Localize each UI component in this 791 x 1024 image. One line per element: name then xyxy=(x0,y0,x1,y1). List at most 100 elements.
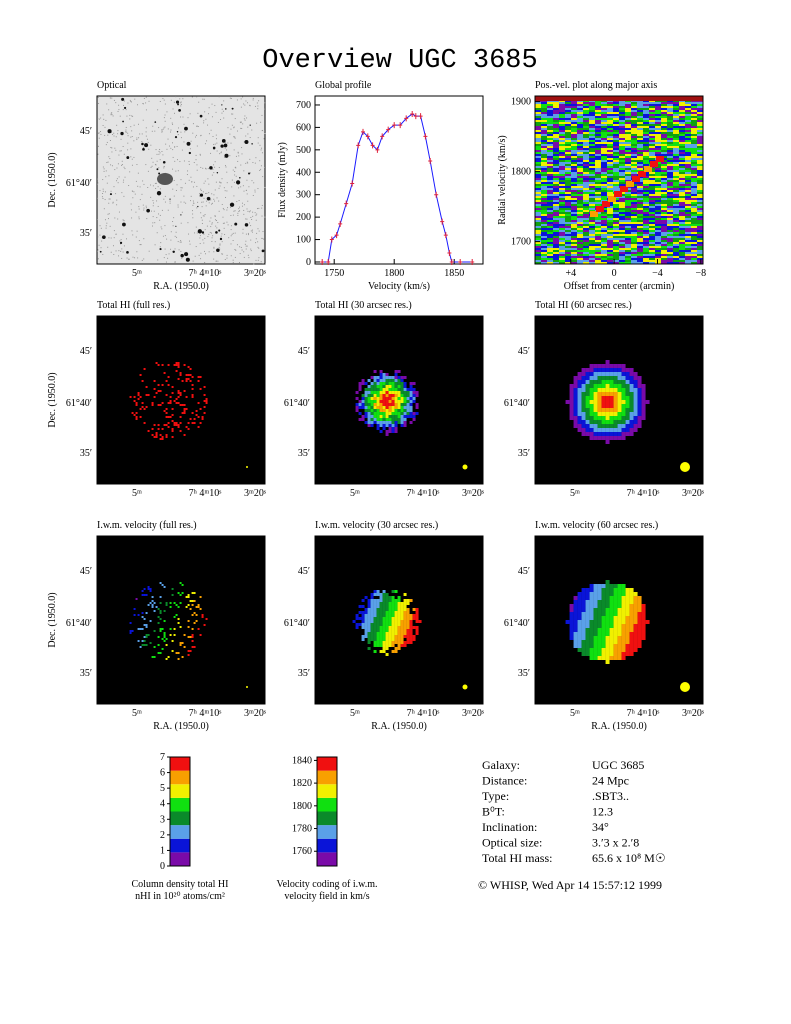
pv-cell xyxy=(673,128,679,130)
pixel xyxy=(177,392,180,394)
pixel xyxy=(373,599,377,602)
pv-cell xyxy=(691,258,697,260)
pv-cell xyxy=(559,120,565,122)
noise xyxy=(150,196,152,198)
pv-cell xyxy=(661,166,667,168)
noise xyxy=(126,257,128,259)
pv-cell xyxy=(661,150,667,152)
pv-cell xyxy=(547,182,553,184)
pv-cell xyxy=(643,124,649,126)
noise xyxy=(104,219,106,221)
pixel xyxy=(370,611,374,614)
pv-cell xyxy=(583,146,589,148)
pixel xyxy=(625,388,630,392)
pv-cell xyxy=(541,246,547,248)
pixel xyxy=(189,374,192,376)
pixel xyxy=(625,396,630,400)
noise xyxy=(145,96,147,98)
star xyxy=(239,177,241,179)
profile-point xyxy=(375,146,380,153)
pv-cell xyxy=(589,132,595,134)
pixel xyxy=(135,412,138,414)
noise xyxy=(211,103,213,105)
pv-cell xyxy=(637,220,643,222)
pixel xyxy=(133,608,136,610)
noise xyxy=(264,262,266,264)
pv-cell xyxy=(541,214,547,216)
pv-cell xyxy=(553,178,559,180)
pv-cell xyxy=(631,212,637,214)
pv-cell xyxy=(625,218,631,220)
noise xyxy=(244,119,246,121)
pv-cell xyxy=(601,170,607,172)
noise xyxy=(252,194,254,196)
pv-cell xyxy=(643,118,649,120)
pv-cell xyxy=(643,148,649,150)
star xyxy=(236,181,239,184)
profile-point xyxy=(447,250,452,257)
pv-cell xyxy=(565,240,571,242)
pv-cell xyxy=(577,140,583,142)
pv-cell xyxy=(577,176,583,178)
pv-cell xyxy=(619,242,625,244)
pixel xyxy=(382,611,386,614)
pv-cell xyxy=(685,172,691,174)
noise xyxy=(115,233,117,235)
pv-cell xyxy=(673,136,679,138)
pv-cell xyxy=(691,134,697,136)
pv-cell xyxy=(547,254,553,256)
pixel xyxy=(364,406,368,409)
pixel xyxy=(569,604,574,608)
pixel xyxy=(605,436,610,440)
pv-cell xyxy=(595,186,601,188)
pixel xyxy=(621,596,626,600)
pixel xyxy=(159,582,162,584)
pixel xyxy=(605,416,610,420)
noise xyxy=(109,198,111,200)
pv-cell xyxy=(607,248,613,250)
pv-cell xyxy=(655,232,661,234)
pv-cell xyxy=(667,156,673,158)
pixel xyxy=(157,404,160,406)
pv-cell xyxy=(637,258,643,260)
noise xyxy=(159,214,161,216)
pixel xyxy=(593,596,598,600)
pixel xyxy=(163,640,166,642)
pixel xyxy=(379,430,383,433)
pixel xyxy=(617,432,622,436)
noise xyxy=(258,247,260,249)
noise xyxy=(109,225,111,227)
pixel xyxy=(153,656,156,658)
noise xyxy=(131,164,133,166)
pixel xyxy=(385,400,389,403)
pixel xyxy=(129,622,132,624)
pv-cell xyxy=(589,170,595,172)
pv-cell xyxy=(607,114,613,116)
pv-cell xyxy=(571,148,577,150)
pixel xyxy=(397,385,401,388)
noise xyxy=(246,161,248,163)
noise xyxy=(180,116,182,118)
pixel xyxy=(139,628,142,630)
noise xyxy=(194,136,196,138)
profile-point xyxy=(470,258,475,265)
dec-tick-label: 35′ xyxy=(518,448,530,459)
pixel xyxy=(629,388,634,392)
y-axis-label: Flux density (mJy) xyxy=(277,142,288,218)
pv-cell xyxy=(601,172,607,174)
pixel xyxy=(597,648,602,652)
noise xyxy=(104,191,106,193)
pv-cell xyxy=(565,230,571,232)
pv-cell xyxy=(685,196,691,198)
noise xyxy=(215,111,217,113)
pv-cell xyxy=(649,202,655,204)
pv-cell xyxy=(541,196,547,198)
pixel xyxy=(370,608,374,611)
noise xyxy=(208,233,210,235)
pv-cell xyxy=(685,256,691,258)
pv-cell xyxy=(571,132,577,134)
pv-cell xyxy=(577,202,583,204)
noise xyxy=(126,115,128,117)
pv-cell xyxy=(697,254,703,256)
pv-cell xyxy=(541,234,547,236)
